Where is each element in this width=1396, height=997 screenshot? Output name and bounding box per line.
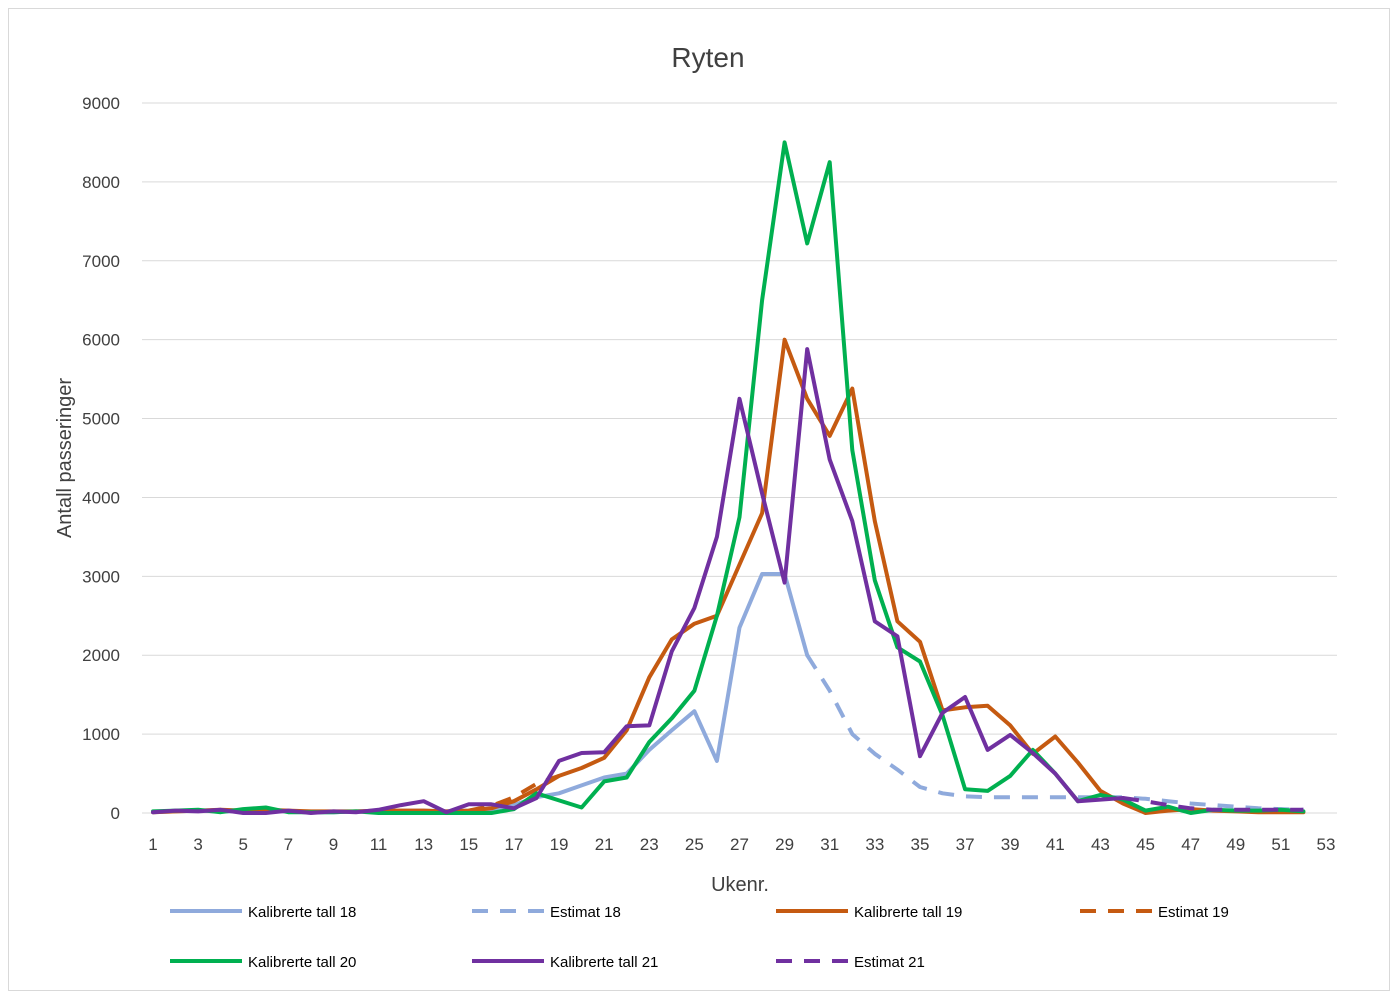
x-tick-label: 25: [685, 835, 704, 854]
x-tick-label: 27: [730, 835, 749, 854]
x-tick-label: 39: [1001, 835, 1020, 854]
x-tick-label: 5: [238, 835, 247, 854]
legend-label: Kalibrerte tall 19: [854, 904, 962, 921]
legend-label: Kalibrerte tall 21: [550, 954, 658, 971]
y-tick-label: 5000: [82, 410, 120, 429]
x-tick-label: 43: [1091, 835, 1110, 854]
x-tick-label: 37: [956, 835, 975, 854]
legend-label: Kalibrerte tall 20: [248, 954, 356, 971]
series-line-1: [151, 572, 810, 815]
x-tick-label: 7: [284, 835, 293, 854]
x-tick-label: 53: [1317, 835, 1336, 854]
series-line-6: [151, 347, 1125, 815]
y-axis-ticks: 0 1000 2000 3000 4000 5000 6000 7000 8000 9000: [82, 94, 120, 823]
x-tick-label: 9: [329, 835, 338, 854]
series-line-4: [468, 774, 560, 813]
y-tick-label: 9000: [82, 94, 120, 113]
gridlines: [142, 102, 1337, 735]
y-tick-label: 0: [111, 804, 120, 823]
legend-label: Estimat 19: [1158, 904, 1229, 921]
x-tick-label: 1: [148, 835, 157, 854]
x-tick-label: 29: [775, 835, 794, 854]
chart-title: Ryten: [671, 42, 744, 73]
x-tick-label: 33: [865, 835, 884, 854]
x-tick-label: 51: [1271, 835, 1290, 854]
x-tick-label: 35: [911, 835, 930, 854]
x-tick-label: 11: [370, 835, 388, 854]
x-tick-label: 23: [640, 835, 659, 854]
y-tick-label: 4000: [82, 488, 120, 507]
legend: Kalibrerte tall 18 Estimat 18 Kalibrerte t…: [170, 904, 1229, 971]
legend-label: Estimat 21: [854, 954, 925, 971]
x-tick-label: 31: [820, 835, 839, 854]
x-tick-label: 13: [414, 835, 433, 854]
y-tick-label: 7000: [82, 252, 120, 271]
x-tick-label: 17: [504, 835, 523, 854]
y-tick-label: 1000: [82, 725, 120, 744]
y-tick-label: 8000: [82, 173, 120, 192]
y-tick-label: 3000: [82, 567, 120, 586]
x-tick-label: 49: [1226, 835, 1245, 854]
y-axis-title: Antall passeringer: [54, 378, 76, 538]
legend-label: Kalibrerte tall 18: [248, 904, 356, 921]
x-tick-label: 47: [1181, 835, 1200, 854]
x-tick-label: 45: [1136, 835, 1155, 854]
x-axis-ticks: 1 3 5 7 9 11 13 15 17 19 21 23 25 27 29 31 33 35 37 39 41 43 4…: [148, 835, 1335, 854]
series-line-7: [1122, 796, 1304, 812]
x-tick-label: 3: [193, 835, 202, 854]
x-tick-label: 21: [595, 835, 614, 854]
x-tick-label: 19: [550, 835, 569, 854]
series-lines: [151, 140, 1306, 815]
x-axis-title: Ukenr.: [711, 874, 769, 896]
y-tick-label: 6000: [82, 331, 120, 350]
x-tick-label: 15: [459, 835, 478, 854]
x-tick-label: 41: [1046, 835, 1065, 854]
y-tick-label: 2000: [82, 646, 120, 665]
series-line-2: [805, 654, 1304, 812]
legend-label: Estimat 18: [550, 904, 621, 921]
chart-frame: [8, 8, 1390, 991]
